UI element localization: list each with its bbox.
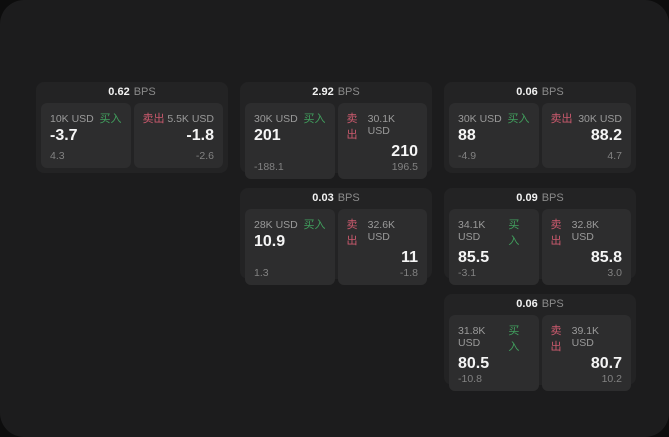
sell-delta: 3.0 xyxy=(607,267,622,279)
buy-delta: -3.1 xyxy=(458,267,477,279)
spread-value: 0.03 xyxy=(312,192,334,204)
sell-delta: 10.2 xyxy=(601,373,622,385)
buy-price: -3.7 xyxy=(50,127,78,144)
spread-header: 0.06 BPS xyxy=(449,294,631,315)
buy-label: 买入 xyxy=(99,113,122,125)
sell-price-cell[interactable]: 卖出 32.6K USD 11 -1.8 xyxy=(337,209,427,285)
sell-label: 卖出 xyxy=(346,219,358,247)
sell-amount: 32.6K USD xyxy=(367,219,396,243)
spread-value: 2.92 xyxy=(312,86,334,98)
buy-label: 买入 xyxy=(508,325,520,353)
buy-price: 80.5 xyxy=(458,355,490,372)
buy-delta: 1.3 xyxy=(254,267,269,279)
buy-price-cell[interactable]: 30K USD 买入 201 -188.1 xyxy=(245,103,335,179)
buy-price-cell[interactable]: 34.1K USD 买入 85.5 -3.1 xyxy=(449,209,539,285)
buy-amount: 34.1K USD xyxy=(458,219,486,243)
sell-price: 85.8 xyxy=(590,249,622,266)
spread-value: 0.09 xyxy=(516,192,538,204)
spread-value: 0.06 xyxy=(516,86,538,98)
buy-price-cell[interactable]: 30K USD 买入 88 -4.9 xyxy=(449,103,539,168)
sell-delta: 196.5 xyxy=(391,161,418,173)
sell-amount: 39.1K USD xyxy=(571,325,600,349)
sell-price: 88.2 xyxy=(590,127,622,144)
spread-unit: BPS xyxy=(337,86,360,98)
buy-price-cell[interactable]: 10K USD 买入 -3.7 4.3 xyxy=(41,103,131,168)
sell-label: 卖出 xyxy=(550,219,562,247)
sell-delta: 4.7 xyxy=(607,150,622,162)
buy-delta: -188.1 xyxy=(254,161,284,173)
price-tile: 2.92 BPS 30K USD 买入 201 -188.1 卖出 30.1K … xyxy=(240,82,432,179)
sell-price: 210 xyxy=(391,143,418,160)
buy-label: 买入 xyxy=(508,219,520,247)
spread-header: 0.06 BPS xyxy=(449,82,631,103)
buy-amount: 10K USD xyxy=(50,113,94,125)
buy-delta: -4.9 xyxy=(458,150,477,162)
buy-price: 85.5 xyxy=(458,249,490,266)
price-tile: 0.06 BPS 30K USD 买入 88 -4.9 卖出 30K USD xyxy=(444,82,636,173)
buy-label: 买入 xyxy=(303,113,326,125)
sell-label: 卖出 xyxy=(346,113,358,141)
sell-label: 卖出 xyxy=(550,113,573,125)
buy-label: 买入 xyxy=(507,113,530,125)
sell-amount: 5.5K USD xyxy=(167,113,214,125)
sell-price-cell[interactable]: 卖出 39.1K USD 80.7 10.2 xyxy=(541,315,631,391)
buy-price: 10.9 xyxy=(254,233,286,250)
buy-price-cell[interactable]: 28K USD 买入 10.9 1.3 xyxy=(245,209,335,285)
sell-price-cell[interactable]: 卖出 30K USD 88.2 4.7 xyxy=(541,103,631,168)
price-tile-grid: 0.62 BPS 10K USD 买入 -3.7 4.3 卖出 5.5K USD xyxy=(36,82,636,391)
spread-value: 0.62 xyxy=(108,86,130,98)
buy-delta: 4.3 xyxy=(50,150,65,162)
spread-unit: BPS xyxy=(541,298,564,310)
sell-price: 11 xyxy=(401,249,418,266)
sell-amount: 30K USD xyxy=(578,113,622,125)
buy-amount: 30K USD xyxy=(254,113,298,125)
buy-amount: 30K USD xyxy=(458,113,502,125)
price-tile: 0.06 BPS 31.8K USD 买入 80.5 -10.8 卖出 39.1… xyxy=(444,294,636,391)
spread-header: 0.09 BPS xyxy=(449,188,631,209)
buy-delta: -10.8 xyxy=(458,373,482,385)
spread-header: 0.03 BPS xyxy=(245,188,427,209)
buy-amount: 31.8K USD xyxy=(458,325,486,349)
price-tile: 0.09 BPS 34.1K USD 买入 85.5 -3.1 卖出 32.8K… xyxy=(444,188,636,285)
buy-price: 201 xyxy=(254,127,281,144)
buy-label: 买入 xyxy=(303,219,326,231)
sell-price: -1.8 xyxy=(186,127,214,144)
spread-value: 0.06 xyxy=(516,298,538,310)
spread-unit: BPS xyxy=(541,86,564,98)
buy-price-cell[interactable]: 31.8K USD 买入 80.5 -10.8 xyxy=(449,315,539,391)
price-tile: 0.03 BPS 28K USD 买入 10.9 1.3 卖出 32.6K US… xyxy=(240,188,432,285)
sell-price-cell[interactable]: 卖出 30.1K USD 210 196.5 xyxy=(337,103,427,179)
sell-amount: 30.1K USD xyxy=(367,113,396,137)
sell-price-cell[interactable]: 卖出 32.8K USD 85.8 3.0 xyxy=(541,209,631,285)
spread-unit: BPS xyxy=(133,86,156,98)
sell-label: 卖出 xyxy=(550,325,562,353)
sell-price-cell[interactable]: 卖出 5.5K USD -1.8 -2.6 xyxy=(133,103,223,168)
sell-label: 卖出 xyxy=(142,113,165,125)
sell-delta: -2.6 xyxy=(195,150,214,162)
sell-delta: -1.8 xyxy=(399,267,418,279)
sell-amount: 32.8K USD xyxy=(571,219,600,243)
buy-amount: 28K USD xyxy=(254,219,298,231)
sell-price: 80.7 xyxy=(590,355,622,372)
spread-unit: BPS xyxy=(541,192,564,204)
spread-header: 2.92 BPS xyxy=(245,82,427,103)
buy-price: 88 xyxy=(458,127,476,144)
spread-header: 0.62 BPS xyxy=(41,82,223,103)
spread-unit: BPS xyxy=(337,192,360,204)
price-tile: 0.62 BPS 10K USD 买入 -3.7 4.3 卖出 5.5K USD xyxy=(36,82,228,173)
